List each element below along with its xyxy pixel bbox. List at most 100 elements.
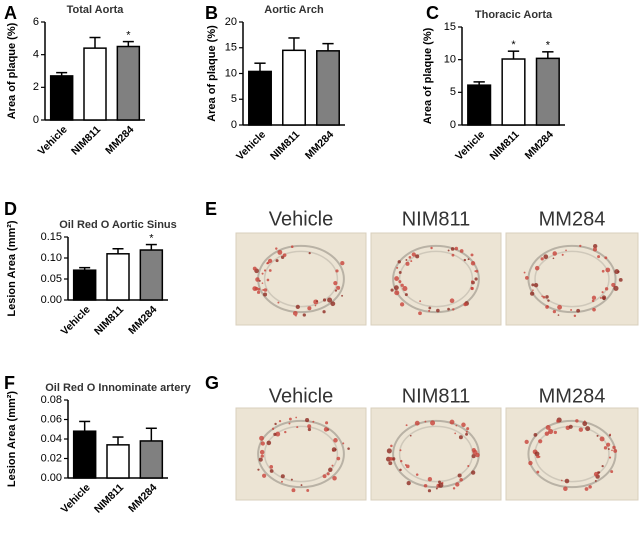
stain-spot [259, 449, 265, 455]
y-tick-label: 6 [33, 16, 39, 28]
stain-spot [295, 314, 297, 317]
y-tick-label: 0.00 [41, 294, 62, 306]
stain-spot [269, 469, 274, 473]
stain-spot [560, 479, 563, 482]
stain-spot [306, 489, 310, 492]
stain-spot [316, 300, 319, 303]
significance-star: * [126, 30, 131, 42]
stain-spot [386, 448, 392, 454]
stain-spot [557, 314, 560, 316]
y-tick-label: 0.06 [41, 413, 62, 425]
stain-spot [570, 308, 573, 311]
stain-spot [438, 482, 444, 488]
bar [282, 49, 306, 126]
stain-spot [545, 295, 549, 299]
stain-spot [331, 464, 334, 467]
stain-spot [524, 439, 529, 445]
panel-letter: D [4, 199, 17, 219]
vessel-outline [398, 250, 474, 308]
stain-spot [452, 308, 455, 311]
stain-spot [455, 424, 458, 427]
stain-spot [322, 298, 327, 302]
stain-spot [263, 292, 268, 297]
stain-spot [333, 438, 338, 443]
bar [467, 84, 492, 126]
stain-spot [601, 465, 604, 468]
stain-spot [300, 484, 303, 486]
stain-spot [465, 430, 468, 433]
stain-spot [335, 269, 339, 273]
stain-spot [402, 285, 408, 292]
stain-spot [447, 249, 450, 252]
micrograph [505, 232, 639, 326]
stain-spot [584, 487, 589, 491]
vessel-outline [263, 250, 339, 308]
stain-spot [415, 254, 420, 259]
stain-spot [277, 301, 280, 304]
stain-spot [415, 473, 419, 476]
stain-spot [256, 290, 261, 294]
stain-spot [470, 253, 474, 257]
stain-spot [411, 252, 416, 257]
stain-spot [608, 434, 611, 437]
stain-spot [532, 289, 534, 291]
y-tick-label: 0.00 [41, 472, 62, 484]
y-axis-label: Area of plaque (%) [422, 27, 434, 124]
stain-spot [428, 306, 432, 310]
y-tick-label: 0 [231, 119, 237, 131]
y-tick-label: 0.10 [41, 252, 62, 264]
stain-spot [418, 311, 422, 316]
stain-spot [322, 474, 327, 479]
y-tick-label: 0 [450, 119, 456, 131]
bar [535, 57, 560, 126]
stain-spot [277, 249, 283, 255]
stain-spot [266, 440, 272, 446]
stain-spot [409, 434, 412, 437]
y-tick-label: 0.05 [41, 273, 62, 285]
vessel-outline [392, 244, 480, 314]
x-tick-label: Vehicle [36, 123, 70, 157]
stain-spot [601, 269, 605, 273]
y-tick-label: 10 [444, 54, 456, 66]
x-tick-label: MM284 [103, 123, 136, 156]
stain-spot [536, 470, 540, 474]
stain-spot [528, 460, 533, 466]
stain-spot [257, 468, 260, 471]
stain-spot [613, 285, 619, 291]
stain-spot [295, 416, 298, 419]
stain-spot [613, 449, 618, 453]
stain-spot [390, 444, 393, 448]
chart-title: Thoracic Aorta [475, 9, 553, 21]
y-tick-label: 15 [225, 42, 237, 54]
micrograph [370, 232, 502, 326]
stain-spot [290, 245, 294, 248]
stain-spot [541, 295, 543, 297]
x-tick-label: NIM811 [92, 481, 126, 515]
stain-spot [606, 442, 611, 447]
bar [116, 45, 141, 121]
significance-star: * [511, 39, 516, 51]
stain-spot [428, 309, 431, 312]
x-tick-label: Vehicle [453, 128, 487, 162]
stain-spot [561, 253, 564, 256]
stain-spot [565, 249, 567, 252]
stain-spot [592, 247, 597, 252]
y-axis-label: Area of plaque (%) [206, 25, 218, 122]
image-label: Vehicle [269, 385, 334, 407]
stain-spot [610, 470, 614, 474]
bar [106, 253, 130, 301]
stain-spot [471, 470, 476, 475]
stain-spot [536, 454, 540, 459]
stain-spot [281, 480, 283, 483]
stain-spot [268, 269, 272, 272]
stain-spot [538, 439, 543, 444]
stain-spot [599, 296, 602, 299]
y-axis-label: Lesion Area (mm²) [6, 220, 18, 317]
bar [72, 269, 97, 301]
stain-spot [331, 447, 337, 452]
x-tick-label: NIM811 [488, 128, 522, 162]
bar [83, 47, 107, 121]
x-tick-label: NIM811 [268, 128, 302, 162]
stain-spot [576, 308, 581, 313]
